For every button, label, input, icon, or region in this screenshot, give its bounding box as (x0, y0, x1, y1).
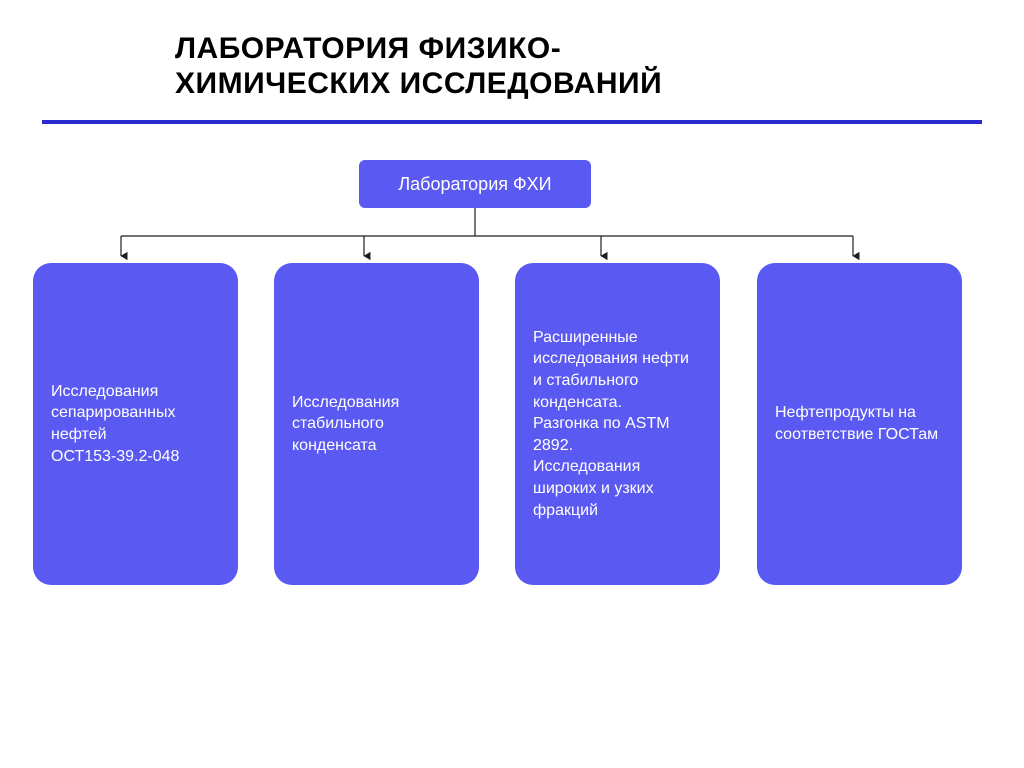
leaf-node-4: Нефтепродукты на соответствие ГОСТам (757, 263, 962, 585)
title-divider (42, 120, 982, 124)
slide: ЛАБОРАТОРИЯ ФИЗИКО- ХИМИЧЕСКИХ ИССЛЕДОВА… (0, 0, 1024, 768)
root-node: Лаборатория ФХИ (359, 160, 591, 208)
leaf-node-3: Расширенные исследования нефти и стабиль… (515, 263, 720, 585)
leaf-node-1: Исследования сепарированных нефтей ОСТ15… (33, 263, 238, 585)
leaf-node-2: Исследования стабильного конденсата (274, 263, 479, 585)
slide-title: ЛАБОРАТОРИЯ ФИЗИКО- ХИМИЧЕСКИХ ИССЛЕДОВА… (175, 32, 662, 101)
